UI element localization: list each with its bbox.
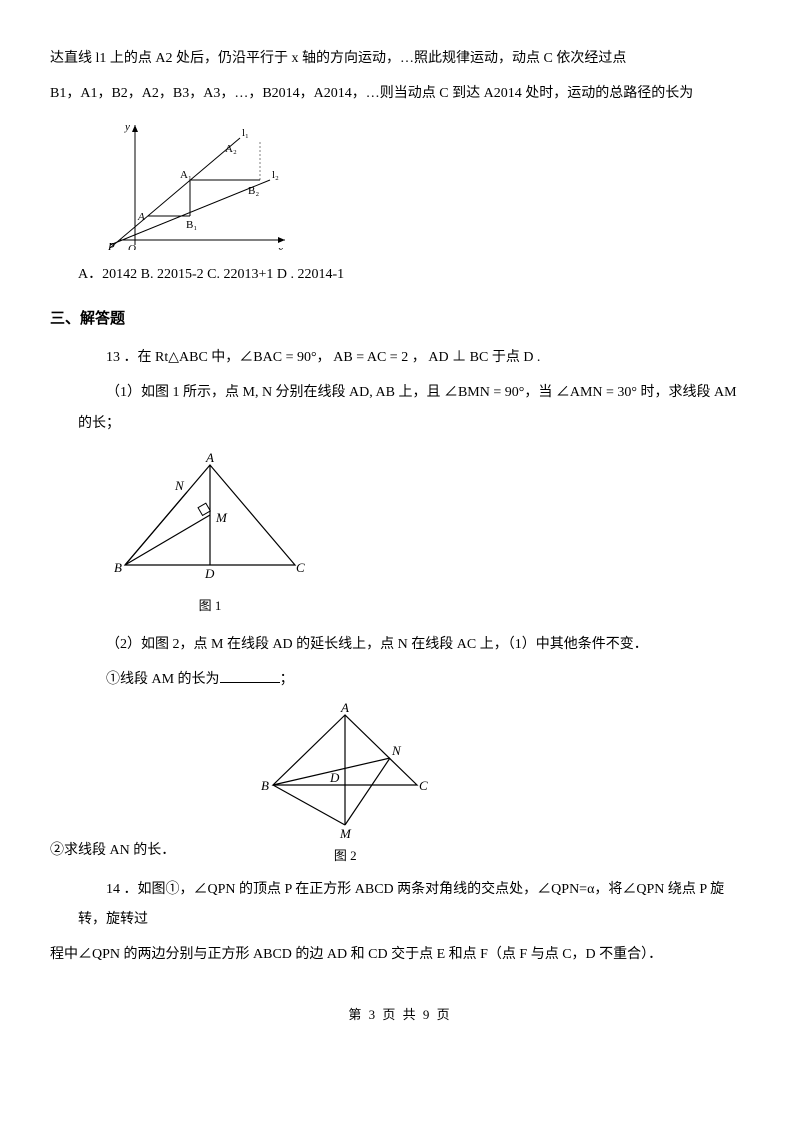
svg-text:D: D xyxy=(329,770,340,785)
top-line-2: B1，A1，B2，A2，B3，A3，…，B2014，A2014，…则当动点 C … xyxy=(50,79,750,110)
svg-text:A: A xyxy=(205,450,214,465)
svg-text:A: A xyxy=(340,700,349,715)
svg-text:B: B xyxy=(261,778,269,793)
svg-text:M: M xyxy=(339,826,352,840)
svg-text:P: P xyxy=(107,241,115,250)
q13-part2: （2）如图 2，点 M 在线段 AD 的延长线上，点 N 在线段 AC 上，（1… xyxy=(50,630,750,661)
fig1-caption: 图 1 xyxy=(110,592,310,621)
q13-stem: 13 ．在 Rt△ABC 中，∠BAC = 90°， AB = AC = 2 ，… xyxy=(50,343,750,374)
q13-part2-2: ②求线段 AN 的长． xyxy=(50,836,175,867)
svg-text:l₁: l₁ xyxy=(242,127,249,139)
q14-line1: 14 ．如图①，∠QPN 的顶点 P 在正方形 ABCD 两条对角线的交点处，∠… xyxy=(50,875,750,937)
top-line-1: 达直线 l1 上的点 A2 处后，仍沿平行于 x 轴的方向运动，…照此规律运动，… xyxy=(50,44,750,75)
q14-line2: 程中∠QPN 的两边分别与正方形 ABCD 的边 AD 和 CD 交于点 E 和… xyxy=(50,940,750,971)
q13-part2-1: ①线段 AM 的长为； xyxy=(50,665,750,696)
svg-text:x: x xyxy=(277,244,283,250)
svg-text:C: C xyxy=(419,778,428,793)
section-3-title: 三、解答题 xyxy=(50,302,750,335)
fig2-caption: 图 2 xyxy=(255,842,435,871)
svg-text:y: y xyxy=(124,121,130,133)
svg-text:C: C xyxy=(296,560,305,575)
svg-text:D: D xyxy=(204,566,215,581)
q13-fig1: A B C D M N 图 1 xyxy=(110,450,750,621)
svg-text:M: M xyxy=(215,510,228,525)
svg-text:N: N xyxy=(174,478,185,493)
page-footer: 第 3 页 共 9 页 xyxy=(50,1001,750,1030)
svg-text:N: N xyxy=(391,743,402,758)
svg-text:O: O xyxy=(128,243,136,250)
q13-fig2: A B C D M N 图 2 xyxy=(255,700,435,871)
svg-text:A₂: A₂ xyxy=(225,143,237,155)
q12-options: A．20142 B. 22015-2 C. 22013+1 D . 22014-… xyxy=(50,260,750,291)
svg-text:B₁: B₁ xyxy=(186,219,197,231)
svg-text:B₂: B₂ xyxy=(248,185,259,197)
q13-part1: （1）如图 1 所示，点 M, N 分别在线段 AD, AB 上，且 ∠BMN … xyxy=(50,378,750,440)
svg-text:B: B xyxy=(114,560,122,575)
svg-text:A₁: A₁ xyxy=(180,169,192,181)
svg-text:A: A xyxy=(137,211,145,223)
svg-text:l₂: l₂ xyxy=(272,169,279,181)
q12-diagram: y x P O A A₁ A₂ B₁ B₂ l₁ l₂ xyxy=(90,120,750,250)
